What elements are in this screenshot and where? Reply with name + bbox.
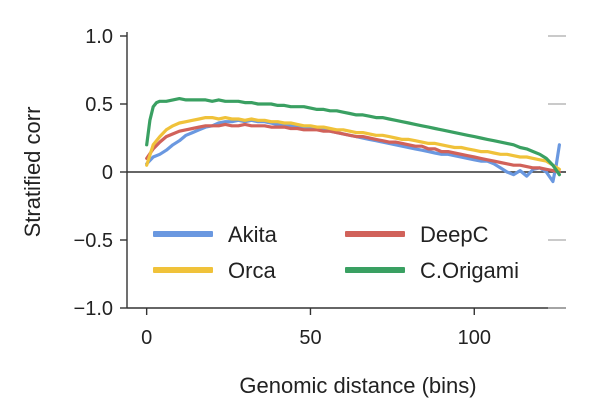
axes: 1.0 0.5 0 −0.5 −1.0 0 50 100 xyxy=(74,26,566,349)
x-tick-label: 50 xyxy=(299,327,321,349)
legend: Akita DeepC Orca C.Origami xyxy=(153,222,519,283)
y-tick-label: −1.0 xyxy=(74,298,113,320)
y-tick-label: 0.5 xyxy=(85,94,113,116)
series-line-c-origami xyxy=(145,97,561,177)
y-tick-label: −0.5 xyxy=(74,230,113,252)
series-line-orca xyxy=(145,116,561,171)
y-tick-label: 0 xyxy=(102,162,113,184)
series-line-deepc xyxy=(145,122,561,174)
legend-swatch-akita xyxy=(153,231,213,237)
x-tick-label: 100 xyxy=(458,327,491,349)
y-tick-label: 1.0 xyxy=(85,26,113,48)
legend-label-deepc: DeepC xyxy=(420,222,489,247)
legend-label-akita: Akita xyxy=(228,222,278,247)
x-tick-label: 0 xyxy=(141,327,152,349)
legend-swatch-orca xyxy=(153,267,213,273)
legend-label-c-origami: C.Origami xyxy=(420,258,519,283)
x-axis-label: Genomic distance (bins) xyxy=(239,373,476,398)
series-layer xyxy=(145,97,561,184)
y-axis-label: Stratified corr xyxy=(20,107,45,238)
legend-label-orca: Orca xyxy=(228,258,276,283)
legend-swatch-c-origami xyxy=(345,267,405,273)
legend-swatch-deepc xyxy=(345,231,405,237)
